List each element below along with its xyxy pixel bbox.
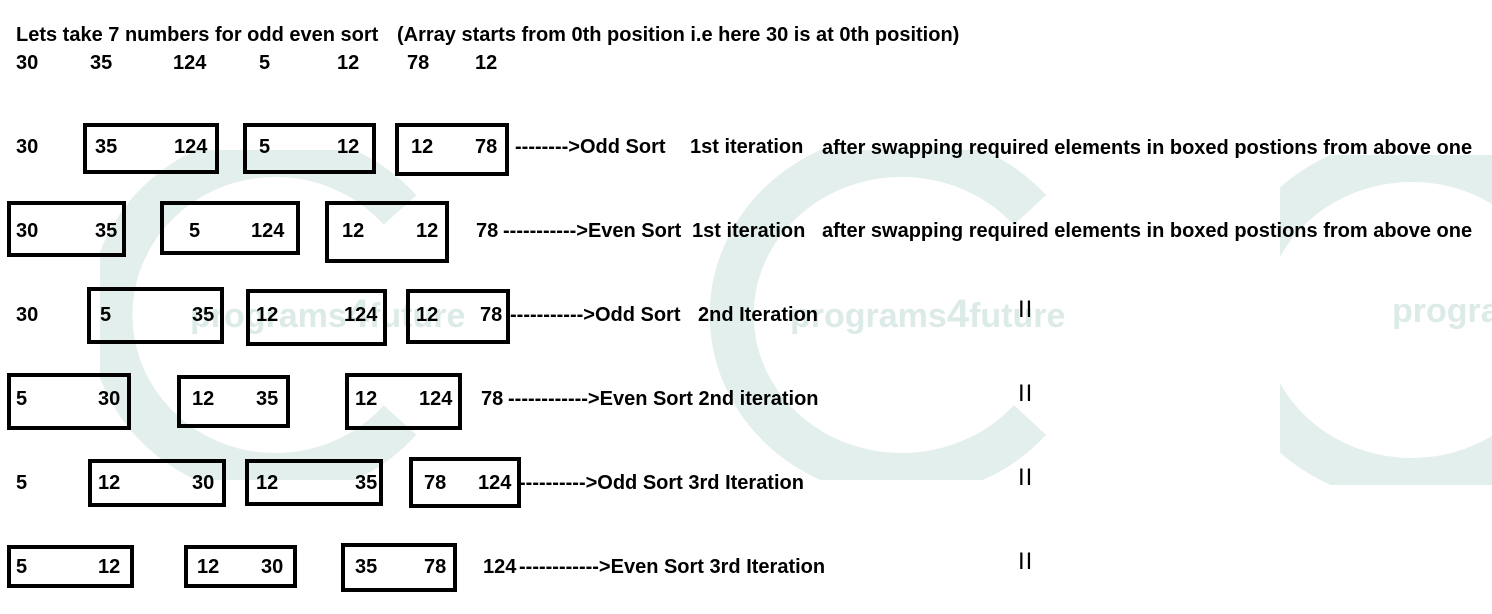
repeat-mark: II: [1018, 380, 1034, 407]
pair-value: 30: [16, 220, 39, 242]
pair-value: 35: [256, 388, 279, 410]
swap-pair-box: [245, 459, 383, 506]
pair-value: 30: [192, 472, 215, 494]
sort-label: -------->Odd Sort: [515, 136, 666, 158]
pair-value: 35: [192, 304, 215, 326]
initial-value: 12: [475, 52, 498, 74]
pair-value: 5: [259, 136, 271, 158]
watermark-text-right: prograi: [1392, 292, 1492, 330]
swap-pair-box: [7, 545, 134, 588]
repeat-mark: II: [1018, 548, 1034, 575]
row-leading-value: 30: [16, 304, 39, 326]
initial-value: 35: [90, 52, 113, 74]
sort-label: ----------->Odd Sort: [510, 304, 681, 326]
pair-value: 124: [251, 220, 285, 242]
pair-value: 5: [16, 556, 28, 578]
pair-value: 35: [355, 472, 378, 494]
swap-pair-box: [7, 201, 126, 257]
swap-pair-box: [395, 123, 509, 176]
swap-pair-box: [160, 201, 300, 255]
row-trailing-value: 124: [483, 556, 517, 578]
row-trailing-value: 78: [476, 220, 499, 242]
watermark-text-left: programs4future: [190, 292, 466, 336]
pair-value: 5: [16, 388, 28, 410]
swap-pair-box: [243, 123, 376, 174]
pair-value: 124: [174, 136, 208, 158]
swap-pair-box: [88, 459, 226, 507]
pair-value: 124: [419, 388, 453, 410]
iteration-label: 1st iteration: [692, 220, 806, 242]
sort-label: ----------->Even Sort: [503, 220, 682, 242]
sort-label: ------------>Even Sort 3rd Iteration: [519, 556, 826, 578]
pair-value: 12: [98, 472, 121, 494]
swap-comment: after swapping required elements in boxe…: [822, 137, 1473, 159]
swap-pair-box: [246, 289, 387, 346]
iteration-label: 1st iteration: [690, 136, 804, 158]
repeat-mark: II: [1018, 296, 1034, 323]
row-leading-value: 30: [16, 136, 39, 158]
pair-value: 35: [355, 556, 378, 578]
pair-value: 124: [478, 472, 512, 494]
pair-value: 12: [197, 556, 220, 578]
swap-pair-box: [406, 289, 510, 344]
pair-value: 12: [256, 472, 279, 494]
pair-value: 12: [411, 136, 434, 158]
pair-value: 12: [416, 304, 439, 326]
pair-value: 30: [98, 388, 121, 410]
swap-pair-box: [409, 457, 521, 508]
swap-pair-box: [87, 287, 224, 344]
pair-value: 12: [98, 556, 121, 578]
pair-value: 5: [100, 304, 112, 326]
iteration-label: 2nd Iteration: [698, 304, 819, 326]
swap-pair-box: [83, 123, 219, 174]
initial-value: 78: [407, 52, 430, 74]
pair-value: 124: [344, 304, 378, 326]
sort-label: ---------->Odd Sort 3rd Iteration: [519, 472, 804, 494]
pair-value: 78: [475, 136, 498, 158]
pair-value: 12: [416, 220, 439, 242]
pair-value: 12: [342, 220, 365, 242]
pair-value: 12: [192, 388, 215, 410]
pair-value: 12: [337, 136, 360, 158]
watermark-logo-left: [100, 150, 480, 480]
pair-value: 35: [95, 136, 118, 158]
swap-pair-box: [177, 375, 290, 428]
pair-value: 12: [355, 388, 378, 410]
index-note: (Array starts from 0th position i.e here…: [397, 24, 960, 46]
swap-pair-box: [184, 545, 297, 588]
row-leading-value: 5: [16, 472, 28, 494]
swap-pair-box: [7, 373, 131, 430]
swap-pair-box: [345, 373, 462, 430]
swap-comment: after swapping required elements in boxe…: [822, 220, 1473, 242]
pair-value: 30: [261, 556, 284, 578]
initial-value: 30: [16, 52, 39, 74]
row-trailing-value: 78: [481, 388, 504, 410]
pair-value: 5: [189, 220, 201, 242]
pair-value: 78: [424, 556, 447, 578]
pair-value: 35: [95, 220, 118, 242]
pair-value: 12: [256, 304, 279, 326]
pair-value: 78: [480, 304, 503, 326]
watermark-text-center: programs4future: [790, 292, 1066, 336]
swap-pair-box: [341, 543, 457, 592]
initial-value: 124: [173, 52, 207, 74]
watermark-logo-right: [1280, 155, 1492, 485]
watermark-logo-center: [690, 150, 1110, 480]
pair-value: 78: [424, 472, 447, 494]
initial-value: 5: [259, 52, 271, 74]
swap-pair-box: [325, 201, 449, 263]
sort-label: ------------>Even Sort 2nd iteration: [508, 388, 819, 410]
initial-value: 12: [337, 52, 360, 74]
intro-text: Lets take 7 numbers for odd even sort: [16, 24, 379, 46]
repeat-mark: II: [1018, 464, 1034, 491]
